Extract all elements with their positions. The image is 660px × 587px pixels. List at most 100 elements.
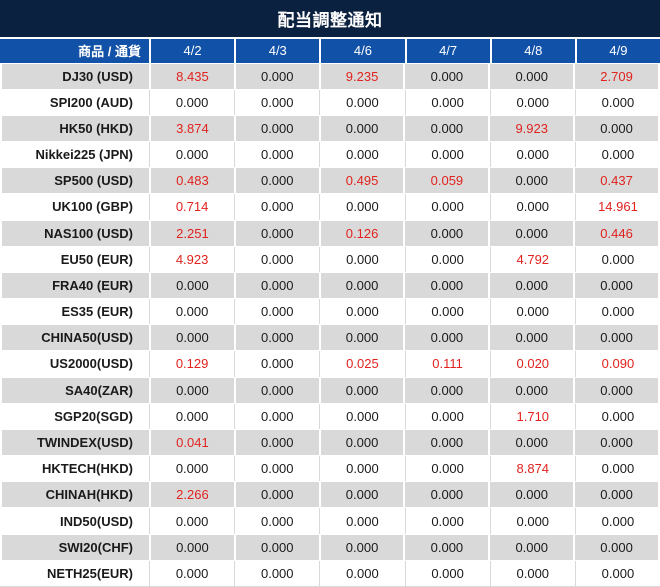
value-cell: 0.000 (234, 403, 320, 429)
value-cell: 0.000 (233, 168, 319, 194)
page-title: 配当調整通知 (0, 0, 660, 37)
value-cell: 0.000 (319, 194, 405, 220)
value-cell: 0.000 (149, 272, 234, 299)
value-cell: 0.000 (573, 272, 660, 299)
product-cell: US2000(USD) (0, 351, 149, 377)
value-cell: 0.000 (404, 508, 490, 534)
product-cell: SPI200 (AUD) (0, 89, 149, 115)
value-cell: 0.437 (573, 168, 660, 194)
value-cell: 0.000 (488, 377, 574, 403)
value-cell: 0.000 (574, 89, 660, 115)
value-cell: 0.000 (149, 377, 234, 403)
value-cell: 3.874 (149, 115, 234, 142)
table-row: HKTECH(HKD) 0.000 0.000 0.000 0.000 8.874 0.00… (0, 456, 660, 482)
column-header-product: 商品 / 通貨 (78, 44, 141, 60)
value-cell: 0.000 (573, 482, 660, 508)
value-cell: 0.000 (234, 246, 320, 272)
value-cell: 0.000 (404, 456, 490, 482)
value-cell: 0.000 (234, 351, 320, 377)
value-cell: 0.025 (319, 351, 405, 377)
value-cell: 0.000 (404, 89, 490, 115)
value-cell: 0.446 (573, 220, 660, 246)
table-row: ES35 (EUR) 0.000 0.000 0.000 0.000 0.000 0.000 (0, 299, 660, 325)
value-cell: 0.000 (149, 89, 235, 115)
value-cell: 0.000 (404, 246, 490, 272)
value-cell: 0.000 (233, 220, 319, 246)
table-row: SGP20(SGD) 0.000 0.000 0.000 0.000 1.710 0.000 (0, 403, 660, 429)
product-cell: CHINAH(HKD) (0, 482, 149, 508)
product-cell: Nikkei225 (JPN) (0, 142, 149, 168)
value-cell: 0.000 (234, 89, 320, 115)
value-cell: 8.874 (489, 456, 575, 482)
value-cell: 0.000 (319, 246, 405, 272)
value-cell: 0.495 (318, 168, 404, 194)
value-cell: 0.000 (319, 508, 405, 534)
value-cell: 0.000 (149, 403, 235, 429)
value-cell: 0.000 (234, 194, 320, 220)
value-cell: 0.000 (233, 377, 319, 403)
value-cell: 0.000 (234, 142, 320, 168)
product-cell: CHINA50(USD) (0, 325, 149, 351)
value-cell: 0.090 (574, 351, 660, 377)
value-cell: 0.000 (574, 142, 660, 168)
value-cell: 0.000 (574, 508, 660, 534)
value-cell: 0.000 (233, 272, 319, 299)
value-cell: 0.000 (488, 534, 574, 560)
table-row: SWI20(CHF) 0.000 0.000 0.000 0.000 0.000 0.000 (0, 533, 660, 561)
product-cell: SGP20(SGD) (0, 403, 149, 429)
table-row: SP500 (USD) 0.483 0.000 0.495 0.059 0.000 0.43… (0, 167, 660, 195)
value-cell: 0.000 (234, 560, 320, 586)
table-row: DJ30 (USD) 8.435 0.000 9.235 0.000 0.000 2.709 (0, 62, 660, 90)
column-header-date: 4/7 (404, 39, 490, 63)
value-cell: 0.000 (403, 534, 489, 560)
value-cell: 14.961 (574, 194, 660, 220)
value-cell: 0.000 (149, 325, 234, 351)
value-cell: 0.000 (573, 534, 660, 560)
value-cell: 0.000 (149, 299, 235, 325)
value-cell: 0.000 (489, 508, 575, 534)
value-cell: 0.000 (404, 299, 490, 325)
product-cell: FRA40 (EUR) (0, 272, 149, 299)
value-cell: 0.000 (149, 508, 235, 534)
product-cell: HK50 (HKD) (0, 115, 149, 142)
table-row: CHINA50(USD) 0.000 0.000 0.000 0.000 0.000 0.0… (0, 324, 660, 352)
value-cell: 0.000 (573, 325, 660, 351)
value-cell: 0.000 (318, 482, 404, 508)
value-cell: 0.059 (403, 168, 489, 194)
value-cell: 0.000 (403, 482, 489, 508)
table-body: DJ30 (USD) 8.435 0.000 9.235 0.000 0.000 2.709… (0, 62, 660, 587)
value-cell: 0.000 (574, 403, 660, 429)
column-header-date: 4/3 (234, 39, 319, 63)
value-cell: 0.000 (319, 142, 405, 168)
value-cell: 0.000 (404, 194, 490, 220)
product-cell: SWI20(CHF) (0, 534, 149, 560)
table-row: SA40(ZAR) 0.000 0.000 0.000 0.000 0.000 0.000 (0, 376, 660, 404)
value-cell: 0.000 (403, 325, 489, 351)
table-row: IND50(USD) 0.000 0.000 0.000 0.000 0.000 0.000 (0, 508, 660, 534)
value-cell: 0.000 (403, 377, 489, 403)
product-cell: HKTECH(HKD) (0, 456, 149, 482)
product-cell: TWINDEX(USD) (0, 429, 149, 456)
value-cell: 0.000 (489, 142, 575, 168)
value-cell: 0.000 (488, 482, 574, 508)
value-cell: 0.000 (233, 429, 319, 456)
table-row: Nikkei225 (JPN) 0.000 0.000 0.000 0.000 0.000… (0, 142, 660, 168)
value-cell: 9.923 (488, 115, 574, 142)
value-cell: 0.000 (233, 115, 319, 142)
value-cell: 0.000 (573, 377, 660, 403)
value-cell: 0.000 (403, 63, 489, 89)
value-cell: 0.000 (404, 560, 490, 586)
value-cell: 0.000 (318, 429, 404, 456)
value-cell: 0.000 (573, 115, 660, 142)
value-cell: 9.235 (318, 63, 404, 89)
value-cell: 0.000 (234, 508, 320, 534)
table-row: TWINDEX(USD) 0.041 0.000 0.000 0.000 0.000 0.0… (0, 428, 660, 457)
product-cell: DJ30 (USD) (0, 63, 149, 89)
product-cell: NETH25(EUR) (0, 560, 149, 586)
value-cell: 0.000 (234, 299, 320, 325)
value-cell: 0.000 (404, 142, 490, 168)
value-cell: 0.000 (574, 560, 660, 586)
value-cell: 0.000 (233, 482, 319, 508)
value-cell: 0.000 (318, 534, 404, 560)
